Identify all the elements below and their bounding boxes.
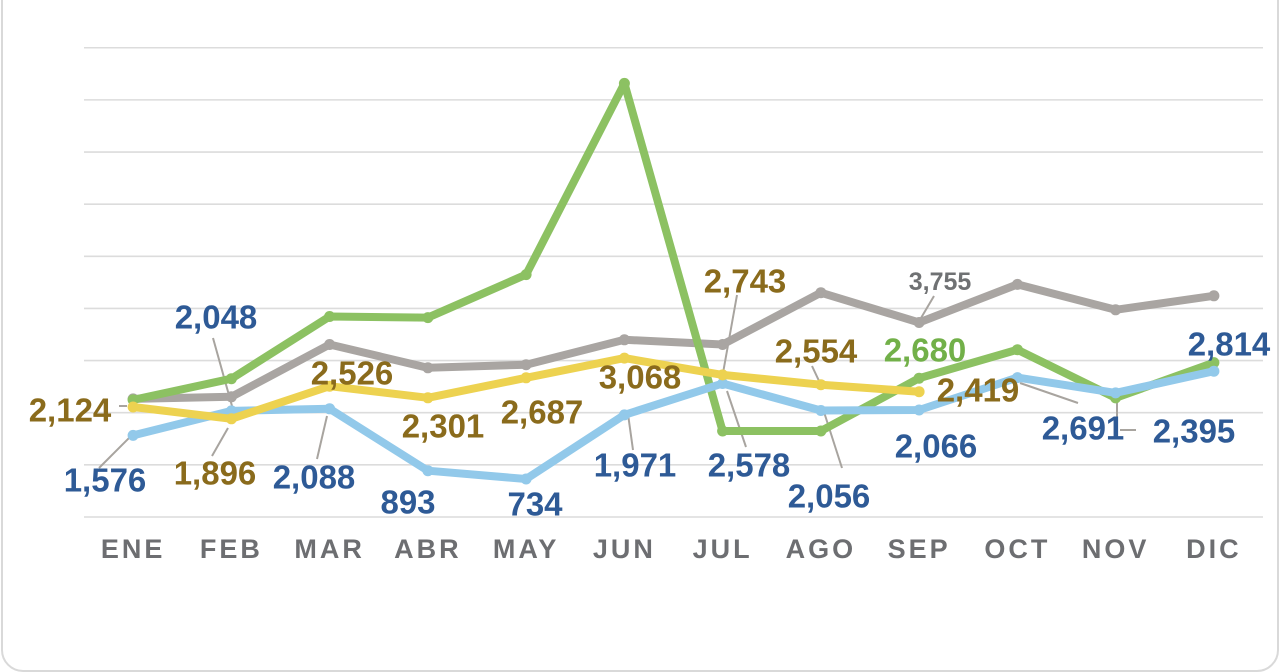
x-axis-labels-group: ENE FEB MAR ABR MAY JUN JUL AGO SEP OCT NOV DIC: [101, 534, 1242, 564]
yellow-data-point-marker: [225, 413, 237, 425]
x-axis-label-abr: ABR: [394, 534, 462, 564]
gray-data-point-marker: [324, 339, 336, 350]
blue-series-line: [129, 367, 1218, 483]
green-data-point-marker: [1208, 357, 1220, 369]
yellow-data-point-marker: [618, 352, 630, 364]
green-data-point-marker: [324, 311, 336, 322]
blue-data-label: 2,691: [1042, 410, 1125, 447]
green-data-point-marker: [618, 77, 630, 89]
blue-data-point-marker: [618, 409, 630, 421]
blue-data-point-marker: [520, 473, 532, 485]
gray-data-point-marker: [913, 317, 925, 328]
green-series-line: [129, 79, 1218, 435]
gray-data-point-marker: [815, 287, 827, 299]
blue-data-point-marker: [815, 405, 827, 416]
green-series-group: [127, 77, 1220, 437]
gray-data-point-marker: [422, 362, 434, 374]
gray-data-point-marker: [1208, 290, 1220, 302]
blue-data-label: 1,971: [594, 447, 677, 484]
label-leader-line: [316, 415, 328, 460]
blue-data-label: 2,814: [1188, 326, 1271, 363]
green-data-point-marker: [422, 312, 434, 324]
x-axis-label-ago: AGO: [786, 534, 857, 564]
blue-data-point-marker: [717, 378, 729, 389]
green-data-point-marker: [717, 425, 729, 437]
label-leader-line: [98, 436, 131, 469]
blue-data-point-marker: [1208, 365, 1220, 377]
blue-data-point-marker: [127, 429, 139, 441]
gray-data-point-marker: [1110, 304, 1122, 316]
gray-data-label: 3,755: [909, 268, 972, 296]
x-axis-label-jun: JUN: [593, 534, 656, 564]
yellow-data-point-marker: [815, 379, 827, 391]
green-data-point-marker: [1011, 344, 1023, 356]
green-data-point-marker: [913, 372, 925, 384]
blue-series-group: [127, 365, 1220, 485]
yellow-data-label: 2,419: [937, 372, 1020, 409]
gridlines-group: [84, 46, 1263, 518]
label-leader-line: [722, 294, 738, 374]
blue-data-label: 2,066: [895, 428, 978, 465]
yellow-series-group: [127, 352, 925, 425]
x-axis-label-nov: NOV: [1082, 534, 1150, 564]
gray-data-point-marker: [520, 359, 532, 371]
gray-data-point-marker: [717, 339, 729, 350]
blue-data-label: 2,056: [788, 478, 871, 515]
blue-data-label: 2,088: [273, 459, 356, 496]
label-leader-line: [823, 411, 843, 469]
blue-data-label: 2,578: [708, 447, 791, 484]
blue-data-point-marker: [422, 465, 434, 477]
x-axis-label-jul: JUL: [693, 534, 753, 564]
yellow-data-label: 2,526: [311, 355, 394, 392]
label-leader-line: [211, 427, 229, 457]
label-leader-line: [627, 413, 634, 451]
yellow-data-label: 2,687: [501, 394, 584, 431]
yellow-data-label: 3,068: [599, 359, 682, 396]
blue-data-point-marker: [1011, 372, 1023, 384]
blue-data-label: 2,048: [175, 299, 258, 336]
yellow-data-label: 2,743: [704, 263, 787, 300]
green-data-label: 2,680: [884, 332, 967, 369]
x-axis-label-feb: FEB: [200, 534, 263, 564]
green-data-point-marker: [520, 269, 532, 281]
yellow-data-point-marker: [127, 401, 139, 413]
label-leader-line: [726, 390, 747, 448]
yellow-data-point-marker: [324, 380, 336, 392]
label-leader-line: [1019, 382, 1079, 404]
gray-data-point-marker: [1011, 278, 1023, 290]
yellow-data-label: 2,124: [29, 392, 112, 429]
gray-data-point-marker: [618, 334, 630, 346]
x-axis-label-sep: SEP: [888, 534, 951, 564]
label-leader-line: [920, 295, 935, 319]
x-axis-label-ene: ENE: [101, 534, 166, 564]
yellow-data-label: 2,554: [775, 333, 858, 370]
gray-data-point-marker: [225, 391, 237, 403]
yellow-data-label: 1,896: [174, 455, 257, 492]
yellow-data-label: 2,301: [402, 408, 485, 445]
yellow-data-point-marker: [717, 369, 729, 381]
blue-data-point-marker: [324, 403, 336, 415]
gray-series-line: [129, 280, 1218, 403]
blue-data-label: 1,576: [64, 462, 147, 499]
blue-data-point-marker: [1110, 387, 1122, 399]
x-axis-label-dic: DIC: [1186, 534, 1242, 564]
x-axis-label-may: MAY: [493, 534, 560, 564]
green-data-point-marker: [225, 373, 237, 385]
green-data-point-marker: [815, 425, 827, 437]
yellow-data-point-marker: [913, 386, 925, 398]
blue-data-label: 2,395: [1153, 413, 1236, 450]
blue-data-point-marker: [913, 404, 925, 416]
blue-data-label: 893: [380, 484, 435, 521]
blue-data-point-marker: [225, 405, 237, 417]
yellow-data-point-marker: [422, 392, 434, 404]
x-axis-label-mar: MAR: [294, 534, 365, 564]
x-axis-label-oct: OCT: [984, 534, 1050, 564]
blue-data-label: 734: [507, 486, 563, 523]
yellow-data-point-marker: [520, 372, 532, 384]
